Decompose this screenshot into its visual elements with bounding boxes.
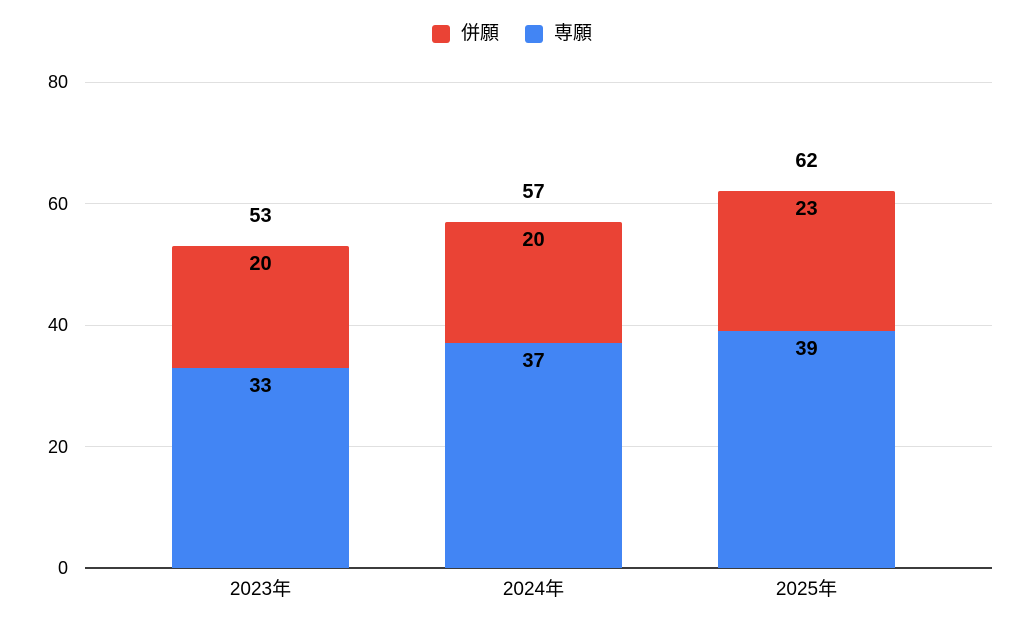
legend-label: 併願 xyxy=(460,23,499,44)
bar-segment-sengan[interactable]: 37 xyxy=(445,343,622,568)
y-axis-tick-label: 40 xyxy=(47,315,68,335)
bar-segment-heigan[interactable]: 20 xyxy=(172,246,349,368)
x-axis-baseline xyxy=(85,567,992,569)
bar-segment-value-label: 23 xyxy=(795,198,818,221)
y-axis-tick-label: 0 xyxy=(57,558,68,578)
bar-column: 39 23 62 xyxy=(718,82,895,568)
x-axis-category-label: 2024年 xyxy=(502,579,565,600)
bar-segment-value-label: 33 xyxy=(249,374,272,397)
bar-segment-sengan[interactable]: 39 xyxy=(718,331,895,568)
legend-swatch-sengan xyxy=(525,25,543,43)
legend-item-heigan[interactable]: 併願 xyxy=(431,23,499,45)
bar-segment-heigan[interactable]: 23 xyxy=(718,191,895,332)
legend-swatch-heigan xyxy=(431,25,450,43)
y-axis-tick-label: 80 xyxy=(47,72,68,92)
bar-segment-value-label: 20 xyxy=(522,228,545,251)
x-axis-category-label: 2023年 xyxy=(229,579,292,600)
x-axis-category-label: 2025年 xyxy=(775,579,838,600)
bar-column: 33 20 53 xyxy=(172,82,349,568)
bar-column: 37 20 57 xyxy=(445,82,622,568)
chart-legend: 併願 専願 xyxy=(0,19,1024,49)
bar-segment-value-label: 37 xyxy=(522,350,545,373)
y-gridline xyxy=(85,203,992,204)
bar-segment-heigan[interactable]: 20 xyxy=(445,221,622,344)
y-axis-tick-label: 20 xyxy=(47,436,68,457)
bar-total-label: 53 xyxy=(249,205,272,228)
legend-label: 専願 xyxy=(554,23,593,44)
y-axis-tick-label: 60 xyxy=(47,193,68,214)
bar-total-label: 62 xyxy=(795,150,818,173)
bar-segment-sengan[interactable]: 33 xyxy=(172,367,349,568)
bar-segment-value-label: 20 xyxy=(249,253,272,276)
y-gridline xyxy=(85,81,992,83)
bar-segment-value-label: 39 xyxy=(795,338,818,361)
bar-total-label: 57 xyxy=(522,180,545,203)
legend-item-sengan[interactable]: 専願 xyxy=(525,23,592,45)
